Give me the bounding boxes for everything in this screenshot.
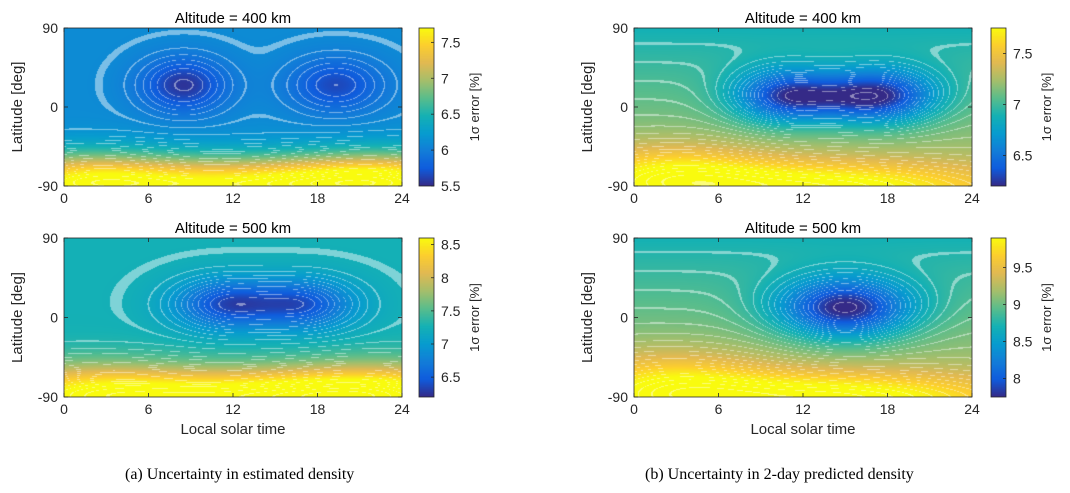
x-tick-label: 12 xyxy=(795,401,811,417)
x-tick-label: 6 xyxy=(715,401,723,417)
y-tick-label: -90 xyxy=(38,178,58,194)
caption-a: (a) Uncertainty in estimated density xyxy=(125,466,355,483)
colorbar-tick-label: 8.5 xyxy=(1013,334,1033,350)
colorbar-frame xyxy=(990,237,1007,398)
y-tick-label: 0 xyxy=(50,310,58,326)
x-tick-label: 18 xyxy=(880,190,896,206)
y-axis-label: Latitude [deg] xyxy=(9,272,26,363)
colorbar-label: 1σ error [%] xyxy=(1039,73,1054,142)
colorbar-gradient xyxy=(991,238,1006,397)
x-tick-label: 24 xyxy=(964,190,980,206)
colorbar-gradient xyxy=(991,28,1006,186)
colorbar-tick-label: 7 xyxy=(441,336,449,352)
x-tick-label: 12 xyxy=(795,190,811,206)
colorbar-tick-label: 8 xyxy=(1013,371,1021,387)
y-tick-label: -90 xyxy=(608,178,628,194)
y-axis-label: Latitude [deg] xyxy=(579,272,596,363)
colorbar-tick-label: 5.5 xyxy=(441,178,461,194)
colorbar: 8 8.5 9 9.5 1σ error [%] xyxy=(990,237,1054,398)
y-tick-label: -90 xyxy=(38,389,58,405)
colorbar-tick-label: 9 xyxy=(1013,297,1021,313)
colorbar-tick-label: 6 xyxy=(441,142,449,158)
y-tick-label: 90 xyxy=(612,20,628,36)
x-tick-label: 0 xyxy=(60,401,68,417)
x-tick-label: 0 xyxy=(630,401,638,417)
y-tick-label: 0 xyxy=(50,99,58,115)
subplot-title: Altitude = 400 km xyxy=(745,10,861,27)
x-tick-label: 0 xyxy=(630,190,638,206)
x-tick-label: 24 xyxy=(394,401,410,417)
y-tick-label: 90 xyxy=(42,20,58,36)
x-tick-label: 24 xyxy=(394,190,410,206)
x-tick-label: 12 xyxy=(225,190,241,206)
y-axis-label: Latitude [deg] xyxy=(579,62,596,153)
x-tick-label: 18 xyxy=(310,190,326,206)
colorbar-frame xyxy=(418,27,435,187)
subplot-title: Altitude = 500 km xyxy=(745,220,861,237)
x-axis-label: Local solar time xyxy=(750,421,855,438)
colorbar: 5.5 6 6.5 7 7.5 1σ error [%] xyxy=(418,27,482,194)
colorbar-tick-label: 7 xyxy=(441,70,449,86)
colorbar-label: 1σ error [%] xyxy=(1039,283,1054,352)
subplot-title: Altitude = 400 km xyxy=(175,10,291,27)
y-tick-label: 90 xyxy=(42,230,58,246)
colorbar-tick-label: 9.5 xyxy=(1013,260,1033,276)
colorbar-tick-label: 6.5 xyxy=(441,369,461,385)
x-tick-label: 24 xyxy=(964,401,980,417)
colorbar: 6.5 7 7.5 8 8.5 1σ error [%] xyxy=(418,237,482,398)
x-tick-label: 6 xyxy=(145,190,153,206)
colorbar-gradient xyxy=(419,28,434,186)
colorbar-tick-label: 8 xyxy=(441,270,449,286)
heatmap-field xyxy=(64,238,402,397)
y-tick-label: 90 xyxy=(612,230,628,246)
colorbar-tick-label: 7.5 xyxy=(441,34,461,50)
colorbar-gradient xyxy=(419,238,434,397)
colorbar-tick-label: 7.5 xyxy=(441,303,461,319)
x-tick-label: 0 xyxy=(60,190,68,206)
subplot-title: Altitude = 500 km xyxy=(175,220,291,237)
colorbar-tick-label: 6.5 xyxy=(441,106,461,122)
y-axis-label: Latitude [deg] xyxy=(9,62,26,153)
y-tick-label: 0 xyxy=(620,310,628,326)
colorbar-tick-label: 7.5 xyxy=(1013,45,1033,61)
colorbar-frame xyxy=(418,237,435,398)
x-tick-label: 6 xyxy=(145,401,153,417)
x-tick-label: 18 xyxy=(310,401,326,417)
colorbar-tick-label: 6.5 xyxy=(1013,147,1033,163)
colorbar-label: 1σ error [%] xyxy=(467,73,482,142)
heatmap-field xyxy=(64,28,402,186)
colorbar-tick-label: 7 xyxy=(1013,96,1021,112)
colorbar: 6.5 7 7.5 1σ error [%] xyxy=(990,27,1054,187)
y-tick-label: -90 xyxy=(608,389,628,405)
colorbar-frame xyxy=(990,27,1007,187)
x-tick-label: 18 xyxy=(880,401,896,417)
heatmap-field xyxy=(634,28,972,186)
x-tick-label: 6 xyxy=(715,190,723,206)
colorbar-tick-label: 8.5 xyxy=(441,237,461,253)
colorbar-label: 1σ error [%] xyxy=(467,283,482,352)
y-tick-label: 0 xyxy=(620,99,628,115)
heatmap-field xyxy=(634,238,972,397)
x-tick-label: 12 xyxy=(225,401,241,417)
caption-b: (b) Uncertainty in 2-day predicted densi… xyxy=(645,466,914,483)
x-axis-label: Local solar time xyxy=(180,421,285,438)
